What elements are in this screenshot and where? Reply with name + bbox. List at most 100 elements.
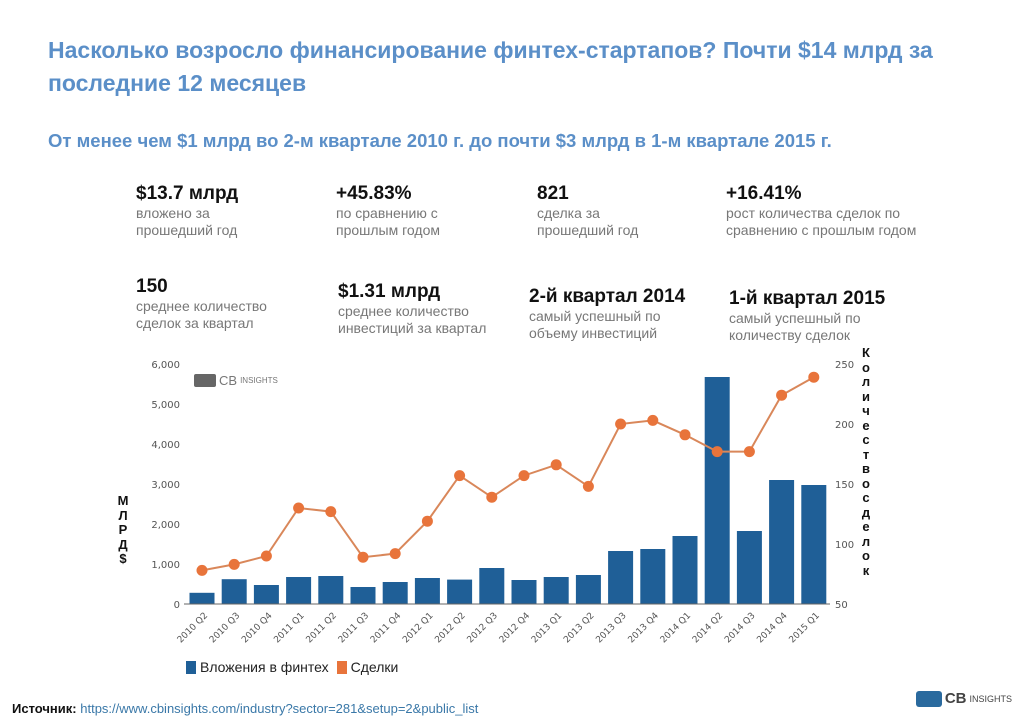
watermark-sub: INSIGHTS [240, 376, 278, 385]
deals-point [518, 470, 530, 482]
y-tick-label: 1,000 [151, 560, 180, 571]
stat-desc: среднее количество [338, 303, 469, 319]
stat-desc: инвестиций за квартал [338, 320, 487, 336]
stat-desc: самый успешный по [529, 308, 661, 324]
source-line: Источник: https://www.cbinsights.com/ind… [12, 701, 478, 716]
stat-value: $1.31 млрд [338, 281, 441, 302]
deals-point [808, 371, 820, 383]
stat-value: +16.41% [726, 183, 802, 204]
x-tick-label: 2013 Q2 [562, 611, 596, 645]
legend-item-investments: Вложения в финтех [186, 659, 329, 675]
y-tick-label: 5,000 [151, 400, 180, 411]
x-tick-label: 2010 Q2 [176, 611, 210, 645]
deals-point [486, 491, 498, 503]
stat-value: 821 [537, 183, 569, 204]
stat-yoy-growth: +45.83% по сравнению с прошлым годом [336, 183, 440, 239]
stat-desc: прошлым годом [336, 222, 440, 238]
stat-value: 2-й квартал 2014 [529, 286, 686, 307]
bar [479, 568, 505, 604]
y-axis-label: МЛРД $ [117, 493, 132, 566]
stat-desc: прошедший год [136, 222, 238, 238]
stat-value: +45.83% [336, 183, 412, 204]
stat-deal-growth: +16.41% рост количества сделок по сравнени… [726, 183, 916, 239]
x-tick-label: 2011 Q2 [305, 611, 339, 645]
deals-point [421, 515, 433, 527]
legend-item-deals: Сделки [336, 659, 399, 675]
legend-swatch-investments [186, 661, 196, 674]
stat-desc: среднее количество [136, 298, 267, 314]
stat-desc: рост количества сделок по [726, 205, 901, 221]
x-tick-label: 2012 Q1 [401, 611, 435, 645]
y-tick-label: 0 [174, 600, 180, 611]
page-subtitle: От менее чем $1 млрд во 2-м квартале 201… [48, 130, 832, 151]
source-label: Источник: [12, 701, 77, 716]
x-tick-label: 2015 Q1 [788, 611, 822, 645]
y2-tick-label: 150 [835, 480, 854, 491]
deals-point [711, 446, 723, 458]
stat-best-investment-quarter: 2-й квартал 2014 самый успешный по объему … [529, 286, 685, 342]
bar [736, 531, 762, 604]
cb-insights-logo: CB INSIGHTS [915, 690, 1012, 707]
stat-desc: прошедший год [537, 222, 639, 238]
bar [221, 579, 247, 604]
stat-value: $13.7 млрд [136, 183, 239, 204]
y-tick-label: 6,000 [151, 360, 180, 371]
legend-swatch-deals [336, 661, 347, 674]
chart-watermark: CB INSIGHTS [194, 373, 278, 388]
y2-tick-label: 50 [835, 600, 848, 611]
stat-desc: сделок за квартал [136, 315, 254, 331]
x-tick-label: 2011 Q1 [272, 611, 306, 645]
stat-desc: сравнению с прошлым годом [726, 222, 917, 238]
deals-point [228, 558, 240, 570]
stat-deals: 821 сделка за прошедший год [537, 183, 638, 239]
x-tick-label: 2014 Q3 [723, 611, 757, 645]
deals-point [615, 418, 627, 430]
stat-desc: количеству сделок [729, 327, 850, 343]
x-tick-label: 2012 Q2 [433, 611, 467, 645]
logo-sub: INSIGHTS [969, 693, 1012, 704]
deals-point [582, 480, 594, 492]
legend: Вложения в финтех Сделки [186, 659, 398, 675]
watermark-brand: CB [219, 373, 238, 388]
x-tick-label: 2014 Q2 [691, 611, 725, 645]
bar [350, 587, 376, 604]
bar [447, 579, 473, 604]
legend-label: Сделки [350, 659, 399, 675]
legend-label: Вложения в финтех [200, 659, 329, 675]
cb-logo-icon [194, 374, 216, 387]
x-tick-label: 2012 Q4 [498, 611, 533, 646]
stat-value: 150 [136, 276, 168, 297]
bar [318, 576, 344, 604]
bar [286, 577, 312, 604]
x-tick-label: 2013 Q1 [530, 611, 564, 645]
deals-point [776, 389, 788, 401]
y2-axis-label: Количество сделок [861, 345, 874, 578]
stat-avg-deals: 150 среднее количество сделок за квартал [136, 276, 267, 332]
bar [769, 480, 795, 604]
deals-point [357, 551, 369, 563]
deals-point [743, 446, 755, 458]
source-link[interactable]: https://www.cbinsights.com/industry?sect… [80, 701, 479, 716]
bar [543, 577, 569, 604]
stat-desc: по сравнению с [336, 205, 438, 221]
stat-value: 1-й квартал 2015 [729, 288, 886, 309]
bar [801, 485, 827, 604]
x-tick-label: 2011 Q3 [337, 611, 371, 645]
logo-brand: CB [944, 690, 967, 707]
stat-avg-investment: $1.31 млрд среднее количество инвестиций з… [338, 281, 486, 337]
y-tick-label: 4,000 [151, 440, 180, 451]
deals-point [454, 470, 466, 482]
y-tick-label: 2,000 [151, 520, 180, 531]
bar [382, 582, 408, 604]
bar [608, 551, 634, 604]
deals-point [550, 459, 562, 471]
bar [189, 592, 215, 604]
stat-best-deals-quarter: 1-й квартал 2015 самый успешный по количес… [729, 288, 885, 344]
x-tick-label: 2014 Q1 [659, 611, 693, 645]
deals-point [196, 564, 208, 576]
y-tick-label: 3,000 [151, 480, 180, 491]
x-tick-label: 2010 Q3 [208, 611, 242, 645]
deals-point [293, 502, 305, 514]
deals-point [260, 550, 272, 562]
deals-point [647, 414, 659, 426]
